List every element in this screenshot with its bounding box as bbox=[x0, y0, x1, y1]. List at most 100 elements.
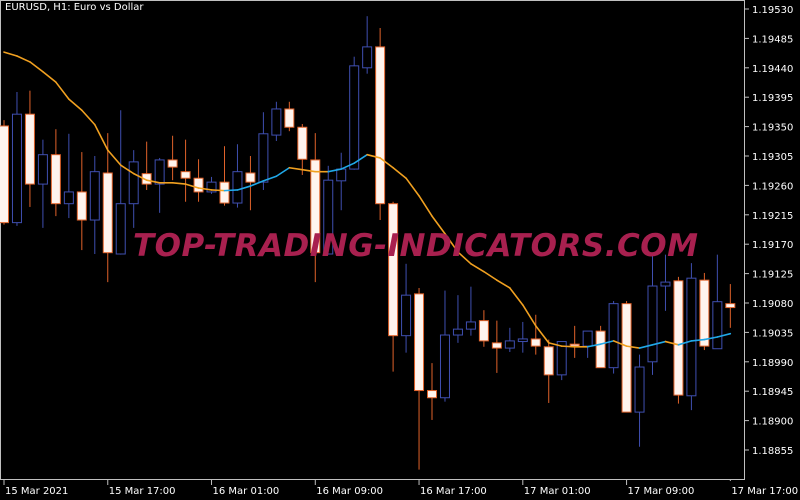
ma-segment bbox=[223, 189, 239, 192]
bear-candle bbox=[491, 342, 502, 349]
bear-candle bbox=[725, 303, 736, 309]
y-tick-label: 1.19305 bbox=[752, 152, 793, 163]
bull-candle bbox=[686, 277, 697, 397]
ma-segment bbox=[353, 153, 368, 164]
bull-candle bbox=[349, 65, 360, 170]
ma-segment bbox=[197, 187, 213, 191]
bull-candle bbox=[232, 171, 243, 204]
ma-segment bbox=[184, 183, 200, 189]
chart-frame bbox=[0, 0, 745, 480]
y-tick-label: 1.18900 bbox=[752, 417, 793, 428]
ma-segment bbox=[405, 177, 420, 197]
bull-candle bbox=[647, 285, 658, 363]
bull-candle bbox=[517, 338, 528, 343]
ma-segment bbox=[119, 164, 135, 175]
bull-candle bbox=[89, 171, 100, 221]
ma-segment bbox=[93, 123, 109, 151]
y-tick-label: 1.19035 bbox=[752, 328, 793, 339]
bull-candle bbox=[504, 340, 515, 349]
bull-candle bbox=[271, 108, 282, 136]
y-tick-label: 1.19215 bbox=[752, 211, 793, 222]
bull-candle bbox=[11, 113, 22, 224]
ma-segment bbox=[81, 109, 96, 126]
ma-segment bbox=[716, 332, 732, 338]
x-tick-label: 16 Mar 17:00 bbox=[420, 486, 487, 497]
x-tick-label: 16 Mar 09:00 bbox=[316, 486, 383, 497]
ma-segment bbox=[29, 61, 44, 73]
bull-candle bbox=[439, 334, 450, 399]
ma-segment bbox=[547, 342, 563, 347]
ma-segment bbox=[288, 166, 304, 171]
ma-segment bbox=[521, 304, 537, 327]
x-tick-label: 17 Mar 09:00 bbox=[628, 486, 695, 497]
ma-segment bbox=[327, 168, 343, 173]
bear-candle bbox=[595, 330, 606, 369]
y-tick-label: 1.18945 bbox=[752, 387, 793, 398]
ma-segment bbox=[418, 195, 433, 217]
y-tick-label: 1.19080 bbox=[752, 299, 793, 310]
bull-candle bbox=[206, 181, 217, 193]
ma-segment bbox=[132, 172, 148, 181]
bear-candle bbox=[167, 159, 178, 168]
bear-candle bbox=[76, 191, 87, 221]
ma-segment bbox=[210, 189, 226, 192]
ma-segment bbox=[470, 262, 485, 273]
bear-candle bbox=[193, 177, 204, 193]
bear-candle bbox=[388, 203, 399, 337]
bull-candle bbox=[37, 154, 48, 185]
ma-segment bbox=[275, 166, 291, 178]
bull-candle bbox=[712, 301, 723, 350]
ma-segment bbox=[3, 51, 18, 57]
bear-candle bbox=[180, 171, 191, 179]
bear-candle bbox=[219, 181, 230, 204]
ma-segment bbox=[366, 153, 381, 159]
ma-segment bbox=[638, 344, 654, 349]
bear-candle bbox=[245, 172, 256, 183]
bull-candle bbox=[608, 303, 619, 369]
x-label-bg bbox=[726, 481, 799, 496]
y-tick-label: 1.19170 bbox=[752, 240, 793, 251]
y-tick-label: 1.19125 bbox=[752, 270, 793, 281]
ma-segment bbox=[145, 179, 161, 184]
bear-candle bbox=[141, 173, 152, 185]
bull-candle bbox=[452, 328, 463, 336]
bear-candle bbox=[297, 126, 308, 160]
ma-segment bbox=[651, 340, 667, 346]
bull-candle bbox=[128, 161, 139, 205]
bear-candle bbox=[414, 293, 425, 392]
ma-segment bbox=[379, 157, 394, 169]
ma-segment bbox=[599, 340, 615, 345]
bull-candle bbox=[634, 366, 645, 413]
ma-segment bbox=[249, 180, 265, 187]
ma-segment bbox=[431, 215, 446, 235]
ma-segment bbox=[68, 98, 83, 112]
y-tick-label: 1.18855 bbox=[752, 446, 793, 457]
bear-candle bbox=[673, 280, 684, 396]
ma-segment bbox=[703, 336, 719, 341]
bull-candle bbox=[362, 46, 373, 69]
ma-segment bbox=[612, 340, 628, 347]
bear-candle bbox=[284, 108, 295, 128]
x-tick-label: 17 Mar 01:00 bbox=[524, 486, 591, 497]
ma-segment bbox=[55, 81, 70, 100]
ma-segment bbox=[586, 343, 602, 348]
bull-candle bbox=[115, 203, 126, 255]
y-tick-label: 1.19440 bbox=[752, 64, 793, 75]
x-tick-label: 15 Mar 2021 bbox=[5, 486, 68, 497]
bear-candle bbox=[310, 159, 321, 254]
ma-segment bbox=[301, 168, 317, 173]
y-tick-label: 1.19395 bbox=[752, 93, 793, 104]
bear-candle bbox=[621, 303, 632, 413]
ma-segment bbox=[171, 181, 187, 185]
bull-candle bbox=[258, 133, 269, 183]
ma-segment bbox=[42, 70, 57, 83]
ma-segment bbox=[444, 232, 459, 253]
chart-title: EURUSD, H1: Euro vs Dollar bbox=[5, 2, 144, 13]
bull-candle bbox=[336, 168, 347, 182]
bear-candle bbox=[0, 125, 9, 224]
ma-segment bbox=[534, 325, 550, 344]
bear-candle bbox=[24, 113, 35, 185]
bear-candle bbox=[427, 390, 438, 399]
ma-segment bbox=[677, 340, 693, 346]
